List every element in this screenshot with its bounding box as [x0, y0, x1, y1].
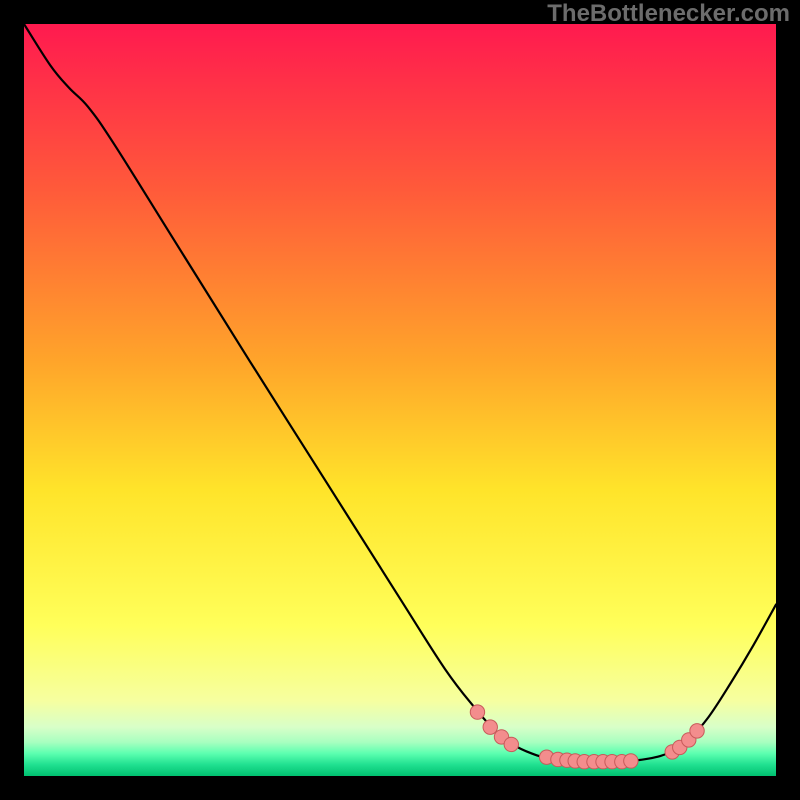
gradient-background	[24, 24, 776, 776]
watermark-text: TheBottlenecker.com	[547, 0, 790, 28]
data-marker	[483, 720, 497, 734]
data-marker	[470, 705, 484, 719]
data-marker	[690, 724, 704, 738]
chart-svg	[24, 24, 776, 776]
data-marker	[624, 754, 638, 768]
plot-area	[24, 24, 776, 776]
data-marker	[504, 737, 518, 751]
chart-stage: TheBottlenecker.com	[0, 0, 800, 800]
